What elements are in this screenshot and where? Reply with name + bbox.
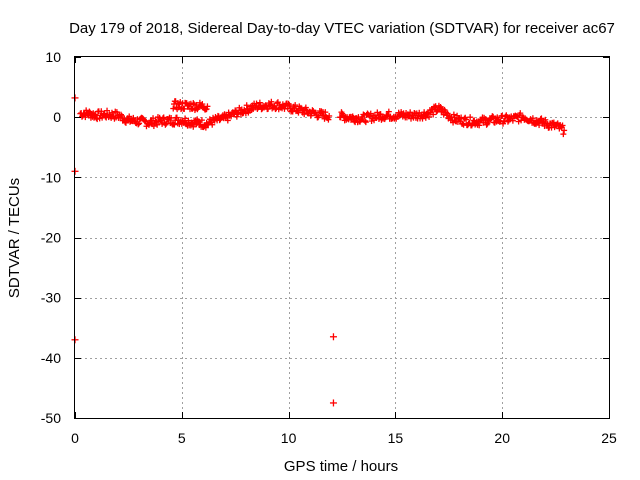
sdtvar-trace-point [450, 111, 457, 118]
sdtvar-trace-point [159, 115, 166, 122]
y-tick-label: 0 [53, 109, 61, 125]
sdtvar-trace-point [517, 110, 524, 117]
sdtvar-trace-point [194, 118, 201, 125]
y-tick-label: -50 [41, 410, 61, 426]
x-axis-label: GPS time / hours [284, 458, 398, 475]
sdtvar-trace-point [198, 117, 205, 124]
sdtvar-trace-point [326, 112, 333, 119]
sdtvar-trace-point [322, 109, 329, 116]
sdtvar-trace-point [419, 115, 426, 122]
sdtvar-trace-point [154, 121, 161, 128]
sdtvar-trace-point [538, 115, 545, 122]
y-tick-label: -30 [41, 290, 61, 306]
sdtvar-trace-point [537, 116, 544, 123]
sdtvar-trace-point [301, 111, 308, 118]
sdtvar-trace-point [504, 118, 511, 125]
sdtvar-trace-point [209, 121, 216, 128]
sdtvar-trace-point [362, 119, 369, 126]
y-tick-label: -40 [41, 350, 61, 366]
sdtvar-trace-point [536, 122, 543, 129]
y-tick-label: -20 [41, 230, 61, 246]
sdtvar-trace-point [274, 99, 281, 106]
sdtvar-trace-point [253, 100, 260, 107]
sdtvar-secondary-trace-point [181, 105, 188, 112]
plot-frame [74, 56, 610, 419]
sdtvar-trace-point [428, 107, 435, 114]
x-tick-label: 0 [71, 430, 79, 446]
sdtvar-secondary-trace-point [204, 103, 211, 110]
sdtvar-secondary-trace-point [190, 100, 197, 107]
sdtvar-trace-point [256, 99, 263, 106]
sdtvar-trace-point [126, 113, 133, 120]
sdtvar-trace-point [430, 111, 437, 118]
sdtvar-trace-point [302, 104, 309, 111]
sdtvar-trace-point [130, 114, 137, 121]
x-tick-label: 10 [281, 430, 297, 446]
sdtvar-trace-point [509, 117, 516, 124]
sdtvar-trace-point [529, 115, 536, 122]
sdtvar-trace-point [476, 122, 483, 129]
sdtvar-trace-point [480, 119, 487, 126]
sdtvar-trace-point [224, 117, 231, 124]
sdtvar-trace-point [463, 116, 470, 123]
x-tick-label: 5 [178, 430, 186, 446]
sdtvar-trace-point [190, 123, 197, 130]
sdtvar-trace-point [426, 113, 433, 120]
sdtvar-trace-point [560, 131, 567, 138]
sdtvar-trace-point [202, 124, 209, 131]
sdtvar-trace-point [362, 117, 369, 124]
sdtvar-trace-point [407, 109, 414, 116]
sdtvar-trace-point [467, 114, 474, 121]
sdtvar-trace-point [494, 114, 501, 121]
sdtvar-trace-point [385, 108, 392, 115]
sdtvar-trace-point [325, 116, 332, 123]
x-tick-label: 15 [388, 430, 404, 446]
sdtvar-trace-point [122, 119, 129, 126]
sdtvar-trace-point [104, 107, 111, 114]
sdtvar-outlier-point [329, 333, 337, 341]
sdtvar-trace-point [182, 115, 189, 122]
sdtvar-trace-point [286, 102, 293, 109]
sdtvar-trace-point [233, 113, 240, 120]
sdtvar-trace-point [459, 120, 466, 127]
sdtvar-trace-point [135, 121, 142, 128]
sdtvar-trace-point [98, 108, 105, 115]
y-tick-label: 10 [45, 49, 61, 65]
sdtvar-trace-point [108, 109, 115, 116]
y-axis-label: SDTVAR / TECUs [6, 178, 23, 298]
sdtvar-trace-point [559, 122, 566, 129]
sdtvar-trace-point [422, 114, 429, 121]
chart-title: Day 179 of 2018, Sidereal Day-to-day VTE… [69, 20, 615, 37]
axis-ticks: 0 5 10 15 20 25 10 0 -10 -20 -30 -40 -50 [41, 49, 617, 446]
sdtvar-trace-point [243, 102, 250, 109]
sdtvar-trace-point [542, 116, 549, 123]
sdtvar-trace-point [268, 98, 275, 105]
x-tick-label: 25 [601, 430, 617, 446]
sdtvar-trace-point [150, 123, 157, 130]
sdtvar-trace-point [118, 111, 125, 118]
sdtvar-trace-point [561, 127, 568, 134]
sdtvar-secondary-trace-point [199, 101, 206, 108]
sdtvar-trace-point [160, 114, 167, 121]
x-tick-label: 20 [494, 430, 510, 446]
sdtvar-trace-point [91, 111, 98, 118]
sdtvar-trace-point [162, 121, 169, 128]
sdtvar-outlier-point [329, 399, 337, 407]
sdtvar-secondary-trace-point [203, 106, 210, 113]
sdtvar-trace-point [136, 120, 143, 127]
sdtvar-trace-point [292, 102, 299, 109]
data-points [71, 94, 568, 407]
sdtvar-trace-point [436, 105, 443, 112]
sdtvar-trace-point [113, 109, 120, 116]
sdtvar-trace-point [377, 111, 384, 118]
y-tick-label: -10 [41, 169, 61, 185]
